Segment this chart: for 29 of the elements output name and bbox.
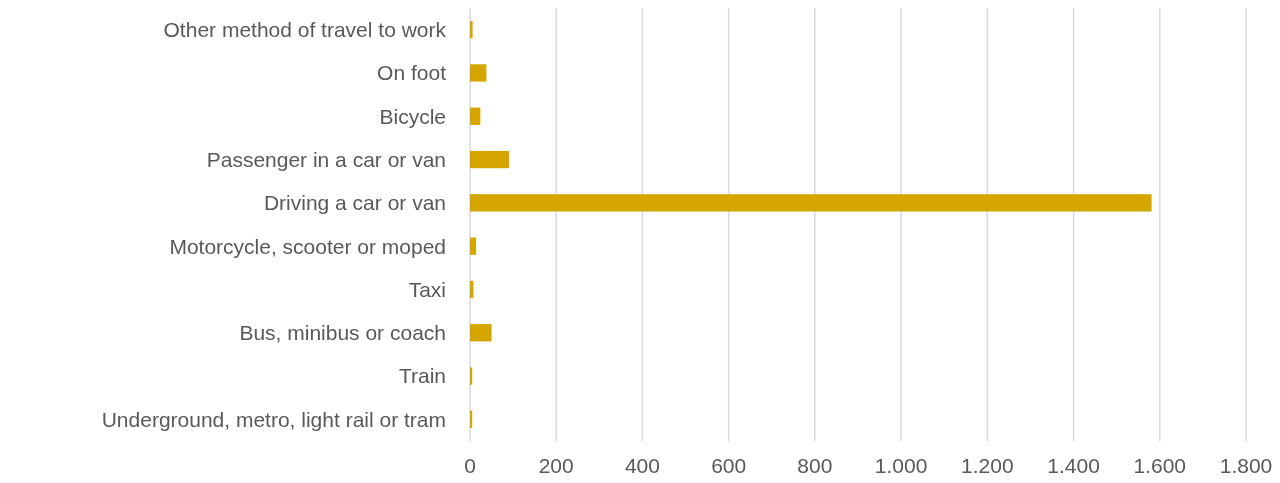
x-tick-label: 400: [624, 454, 660, 477]
bar: [470, 150, 510, 169]
bar: [470, 107, 481, 125]
x-tick-label: 1.800: [1219, 454, 1273, 477]
y-tick-label: Bicycle: [379, 104, 446, 128]
bar: [470, 410, 473, 429]
y-tick-label: Bus, minibus or coach: [239, 321, 446, 345]
x-tick-label: 1.000: [874, 454, 928, 477]
y-tick-label: Driving a car or van: [263, 191, 446, 215]
y-tick-label: Passenger in a car or van: [206, 147, 446, 171]
y-tick-label: Other method of travel to work: [163, 18, 447, 41]
x-tick-label: 1.200: [961, 454, 1014, 477]
x-tick-label: 0: [464, 454, 476, 477]
x-tick-label: 600: [711, 454, 747, 477]
y-tick-label: Taxi: [408, 277, 446, 301]
bar: [470, 324, 492, 342]
y-tick-label: Underground, metro, light rail or tram: [101, 407, 446, 431]
bar: [470, 20, 473, 39]
bar: [470, 237, 477, 255]
y-tick-label: Train: [398, 364, 446, 388]
bar: [470, 64, 487, 82]
x-tick-label: 1.400: [1047, 454, 1100, 477]
bar: [470, 367, 473, 385]
x-tick-label: 200: [538, 454, 574, 477]
x-tick-label: 800: [797, 454, 833, 477]
bar: [470, 194, 1152, 212]
x-tick-label: 1.600: [1133, 454, 1187, 477]
y-tick-label: On foot: [377, 61, 447, 85]
y-tick-label: Motorcycle, scooter or moped: [169, 234, 446, 258]
